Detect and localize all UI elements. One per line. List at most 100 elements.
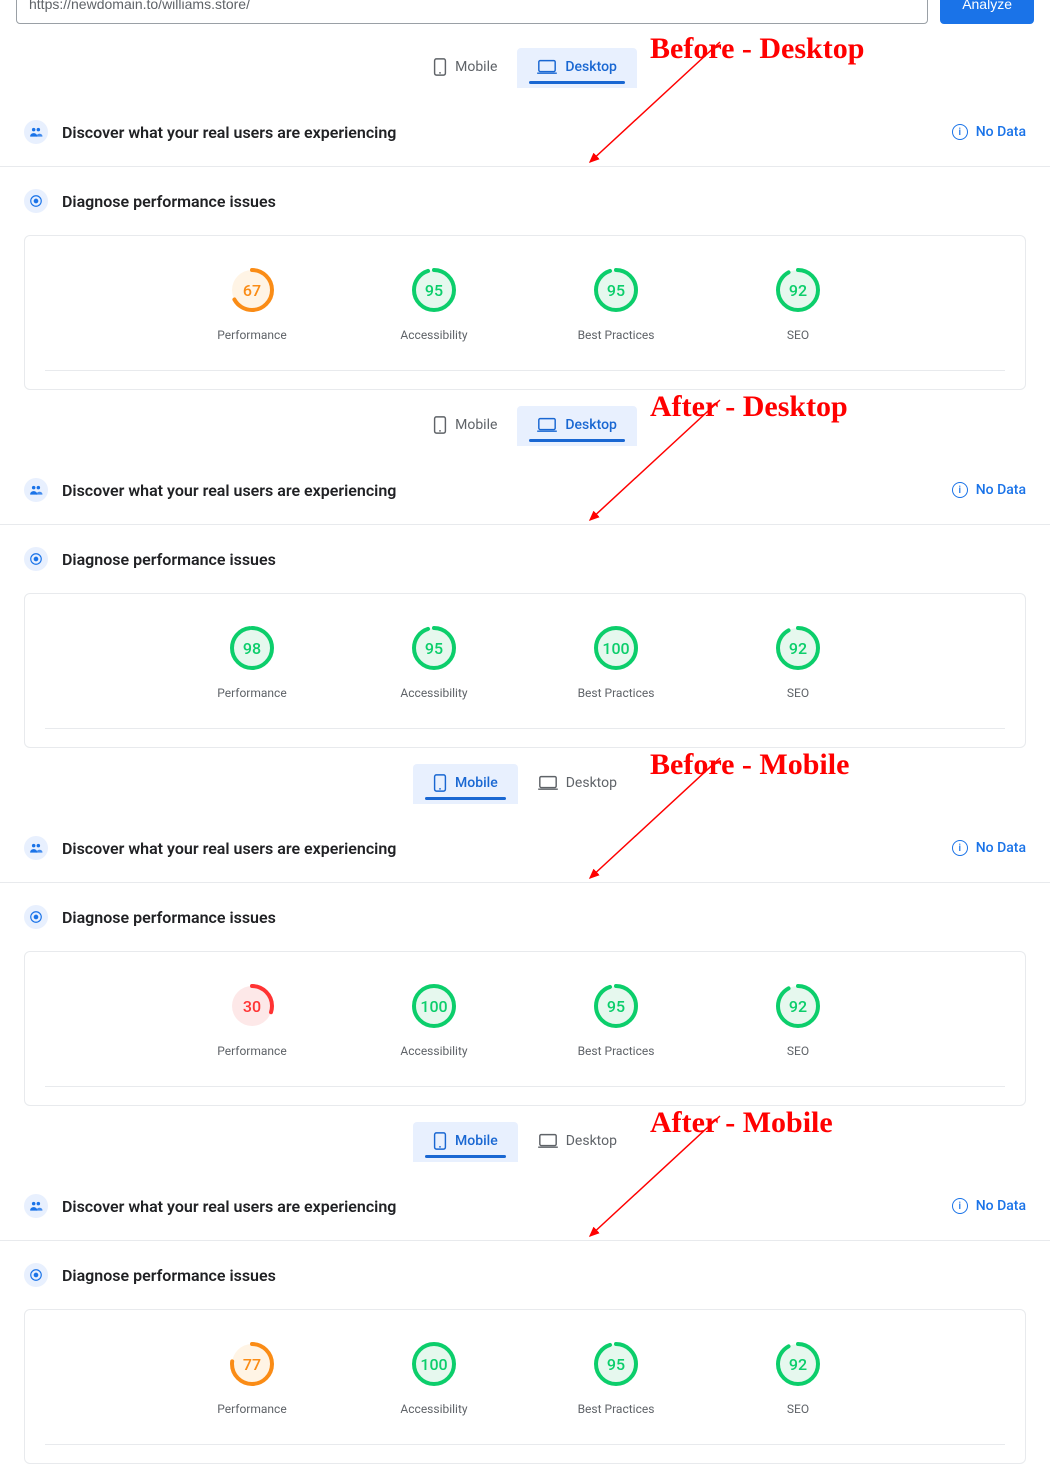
score-item-performance: 98 Performance [197, 624, 307, 700]
target-icon [24, 189, 48, 213]
result-section: Mobile Desktop Before - Mobile Discover … [0, 748, 1050, 1106]
score-value: 95 [592, 1340, 640, 1388]
score-label: SEO [787, 686, 809, 700]
people-icon [24, 836, 48, 860]
device-tabs: Mobile Desktop [0, 390, 1050, 456]
mobile-icon [433, 416, 447, 434]
score-label: Accessibility [400, 1044, 467, 1058]
score-value: 30 [228, 982, 276, 1030]
result-section: Mobile Desktop After - Desktop Discover … [0, 390, 1050, 748]
score-gauge: 100 [410, 982, 458, 1030]
tab-mobile-label: Mobile [455, 775, 498, 791]
tab-mobile[interactable]: Mobile [413, 1122, 518, 1162]
discover-header: Discover what your real users are experi… [0, 814, 1050, 883]
score-gauge: 95 [410, 624, 458, 672]
discover-title: Discover what your real users are experi… [62, 481, 938, 500]
score-item-accessibility: 95 Accessibility [379, 624, 489, 700]
diagnose-title: Diagnose performance issues [62, 1266, 1026, 1285]
score-label: Accessibility [400, 1402, 467, 1416]
score-value: 100 [410, 1340, 458, 1388]
no-data-text: No Data [976, 482, 1026, 498]
device-tabs: Mobile Desktop [0, 1106, 1050, 1172]
score-item-accessibility: 100 Accessibility [379, 1340, 489, 1416]
target-icon [24, 1263, 48, 1287]
tab-mobile[interactable]: Mobile [413, 764, 518, 804]
people-icon [24, 1194, 48, 1218]
tab-mobile-label: Mobile [455, 417, 497, 433]
score-item-seo: 92 SEO [743, 1340, 853, 1416]
score-value: 67 [228, 266, 276, 314]
no-data-link[interactable]: i No Data [952, 124, 1026, 140]
tab-desktop[interactable]: Desktop [518, 764, 637, 804]
score-value: 95 [592, 982, 640, 1030]
tab-mobile[interactable]: Mobile [413, 406, 517, 446]
mobile-icon [433, 58, 447, 76]
no-data-text: No Data [976, 124, 1026, 140]
people-icon [24, 478, 48, 502]
result-section: Mobile Desktop Before - Desktop Discover… [0, 32, 1050, 390]
score-label: Accessibility [400, 328, 467, 342]
diagnose-title: Diagnose performance issues [62, 908, 1026, 927]
no-data-link[interactable]: i No Data [952, 482, 1026, 498]
score-item-accessibility: 100 Accessibility [379, 982, 489, 1058]
tab-desktop[interactable]: Desktop [517, 48, 636, 88]
diagnose-header: Diagnose performance issues [0, 883, 1050, 951]
tab-mobile-label: Mobile [455, 59, 497, 75]
url-input[interactable] [16, 0, 928, 24]
score-value: 100 [410, 982, 458, 1030]
score-panel: 77 Performance 100 Accessibility 95 Best… [24, 1309, 1026, 1464]
device-tabs: Mobile Desktop [0, 32, 1050, 98]
tab-desktop[interactable]: Desktop [517, 406, 636, 446]
people-icon [24, 120, 48, 144]
diagnose-header: Diagnose performance issues [0, 525, 1050, 593]
score-label: Accessibility [400, 686, 467, 700]
no-data-link[interactable]: i No Data [952, 840, 1026, 856]
tab-mobile[interactable]: Mobile [413, 48, 517, 88]
score-label: Best Practices [578, 1402, 655, 1416]
no-data-text: No Data [976, 1198, 1026, 1214]
no-data-link[interactable]: i No Data [952, 1198, 1026, 1214]
url-bar: Analyze [0, 0, 1050, 32]
score-value: 95 [410, 266, 458, 314]
score-item-seo: 92 SEO [743, 266, 853, 342]
discover-header: Discover what your real users are experi… [0, 1172, 1050, 1241]
score-label: SEO [787, 1402, 809, 1416]
score-gauge: 95 [592, 982, 640, 1030]
mobile-icon [433, 774, 447, 792]
score-label: Performance [217, 1044, 286, 1058]
score-label: Performance [217, 328, 286, 342]
info-icon: i [952, 1198, 968, 1214]
result-section: Mobile Desktop After - Mobile Discover w… [0, 1106, 1050, 1464]
score-gauge: 92 [774, 624, 822, 672]
score-item-accessibility: 95 Accessibility [379, 266, 489, 342]
discover-header: Discover what your real users are experi… [0, 98, 1050, 167]
target-icon [24, 905, 48, 929]
score-label: Performance [217, 1402, 286, 1416]
score-gauge: 100 [592, 624, 640, 672]
diagnose-header: Diagnose performance issues [0, 1241, 1050, 1309]
score-value: 95 [592, 266, 640, 314]
panel-divider [45, 1444, 1005, 1445]
discover-header: Discover what your real users are experi… [0, 456, 1050, 525]
score-value: 98 [228, 624, 276, 672]
score-value: 92 [774, 624, 822, 672]
info-icon: i [952, 840, 968, 856]
analyze-button[interactable]: Analyze [940, 0, 1034, 24]
score-item-performance: 30 Performance [197, 982, 307, 1058]
scores-row: 30 Performance 100 Accessibility 95 Best… [45, 982, 1005, 1058]
score-gauge: 77 [228, 1340, 276, 1388]
score-label: SEO [787, 328, 809, 342]
score-value: 92 [774, 266, 822, 314]
tab-mobile-label: Mobile [455, 1133, 498, 1149]
scores-row: 77 Performance 100 Accessibility 95 Best… [45, 1340, 1005, 1416]
diagnose-title: Diagnose performance issues [62, 192, 1026, 211]
desktop-icon [537, 417, 557, 433]
desktop-icon [538, 1133, 558, 1149]
score-label: Performance [217, 686, 286, 700]
scores-row: 98 Performance 95 Accessibility 100 Best… [45, 624, 1005, 700]
device-tabs: Mobile Desktop [0, 748, 1050, 814]
tab-desktop[interactable]: Desktop [518, 1122, 637, 1162]
score-item-seo: 92 SEO [743, 982, 853, 1058]
scores-row: 67 Performance 95 Accessibility 95 Best … [45, 266, 1005, 342]
score-gauge: 95 [592, 1340, 640, 1388]
